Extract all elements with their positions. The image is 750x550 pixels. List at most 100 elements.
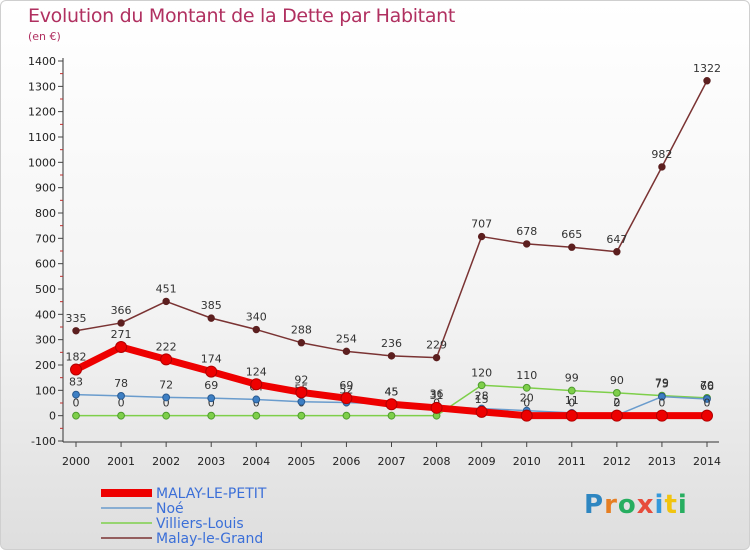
data-label-villiers-louis: 99 — [565, 372, 579, 385]
data-point-malay-le-petit — [115, 341, 128, 354]
x-tick-label: 2011 — [558, 455, 586, 468]
data-label-malay-le-petit: 124 — [246, 365, 267, 378]
data-point-malay-le-petit — [610, 409, 623, 422]
legend-label-villiers-louis: Villiers-Louis — [156, 516, 244, 532]
data-label-malay-le-grand: 451 — [156, 282, 177, 295]
data-label-malay-le-petit: 174 — [201, 353, 222, 366]
data-point-malay-le-grand — [568, 243, 576, 251]
data-point-malay-le-petit — [430, 401, 443, 414]
data-point-malay-le-grand — [523, 240, 531, 248]
y-tick-label: 500 — [35, 283, 56, 296]
data-point-malay-le-petit — [655, 409, 668, 422]
data-label-villiers-louis: 0 — [208, 397, 215, 410]
data-label-no-: 20 — [520, 392, 534, 405]
x-tick-label: 2008 — [423, 455, 451, 468]
data-point-no- — [72, 390, 80, 399]
data-point-villiers-louis — [612, 388, 621, 397]
data-label-villiers-louis: 120 — [471, 366, 492, 379]
data-point-malay-le-grand — [387, 352, 396, 360]
data-point-malay-le-grand — [117, 319, 125, 327]
logo-letter: P — [584, 490, 605, 520]
data-label-malay-le-petit: 31 — [430, 389, 444, 402]
data-point-malay-le-grand — [342, 347, 351, 356]
data-label-malay-le-petit: 0 — [523, 397, 530, 410]
y-tick-label: 400 — [35, 308, 56, 321]
data-point-villiers-louis — [207, 411, 216, 420]
x-tick-label: 2009 — [468, 455, 496, 468]
data-label-no-: 66 — [700, 380, 714, 393]
x-tick-label: 2006 — [332, 455, 360, 468]
logo-letter: r — [604, 490, 618, 520]
x-tick-label: 2014 — [693, 455, 721, 468]
data-label-malay-le-grand: 288 — [291, 324, 312, 337]
y-tick-label: 200 — [35, 359, 56, 372]
y-tick-label: -100 — [31, 435, 56, 448]
data-point-villiers-louis — [342, 411, 351, 420]
data-point-malay-le-petit — [385, 398, 398, 411]
data-label-no-: 83 — [69, 376, 83, 389]
data-point-no- — [658, 392, 666, 401]
y-tick-label: 1300 — [28, 80, 56, 93]
data-label-malay-le-petit: 0 — [704, 397, 711, 410]
y-tick-label: 900 — [35, 182, 56, 195]
data-point-malay-le-grand — [297, 339, 306, 347]
data-label-malay-le-petit: 271 — [111, 328, 132, 341]
logo-letter: x — [636, 490, 655, 520]
data-point-malay-le-petit — [295, 386, 308, 399]
x-tick-label: 2012 — [603, 455, 631, 468]
data-label-no-: 52 — [339, 383, 353, 396]
data-label-malay-le-grand: 385 — [201, 299, 222, 312]
data-label-no-: 69 — [204, 379, 218, 392]
proxiti-logo: Proxiti — [584, 490, 688, 520]
data-point-no- — [252, 395, 261, 404]
data-point-no- — [703, 395, 711, 403]
logo-letter: o — [617, 490, 637, 520]
y-tick-label: 100 — [35, 384, 56, 397]
data-point-villiers-louis — [477, 381, 486, 390]
data-point-villiers-louis — [117, 411, 125, 420]
data-label-malay-le-grand: 707 — [471, 218, 492, 231]
data-point-malay-le-grand — [613, 248, 621, 256]
data-point-villiers-louis — [72, 411, 80, 420]
data-label-malay-le-petit: 15 — [475, 393, 489, 406]
data-label-no-: 28 — [475, 390, 489, 403]
y-tick-label: 0 — [49, 410, 56, 423]
chart-title: Evolution du Montant de la Dette par Hab… — [28, 5, 456, 27]
data-label-no-: 36 — [430, 388, 444, 401]
logo-letter: i — [677, 490, 688, 520]
data-label-villiers-louis: 110 — [516, 369, 537, 382]
x-tick-label: 2003 — [197, 455, 225, 468]
data-point-villiers-louis — [252, 411, 261, 420]
data-point-malay-le-grand — [477, 232, 486, 241]
legend-label-no-: Noé — [156, 501, 184, 517]
y-tick-label: 600 — [35, 258, 56, 271]
data-label-villiers-louis: 90 — [610, 374, 624, 387]
data-label-malay-le-grand: 665 — [561, 228, 582, 241]
data-point-malay-le-grand — [162, 297, 170, 306]
x-tick-label: 2007 — [378, 455, 406, 468]
data-point-villiers-louis — [297, 411, 306, 420]
data-point-malay-le-petit — [475, 405, 488, 418]
data-label-villiers-louis: 70 — [700, 379, 714, 392]
data-label-malay-le-grand: 678 — [516, 225, 537, 238]
x-tick-label: 2005 — [287, 455, 315, 468]
data-label-villiers-louis: 0 — [118, 397, 125, 410]
data-label-malay-le-grand: 982 — [651, 148, 672, 161]
data-label-malay-le-petit: 45 — [385, 385, 399, 398]
data-point-malay-le-grand — [207, 314, 215, 322]
x-tick-label: 2001 — [107, 455, 135, 468]
data-label-no-: 45 — [385, 385, 399, 398]
data-label-malay-le-grand: 647 — [606, 233, 627, 246]
data-label-villiers-louis: 0 — [73, 397, 80, 410]
y-tick-label: 1100 — [28, 131, 56, 144]
data-point-malay-le-grand — [72, 327, 80, 335]
data-point-malay-le-petit — [250, 378, 263, 391]
data-label-villiers-louis: 79 — [655, 377, 669, 390]
data-label-malay-le-grand: 335 — [66, 312, 87, 325]
data-label-malay-le-grand: 366 — [111, 304, 132, 317]
y-tick-label: 800 — [35, 207, 56, 220]
data-point-malay-le-grand — [703, 77, 711, 85]
data-point-malay-le-petit — [70, 363, 82, 376]
